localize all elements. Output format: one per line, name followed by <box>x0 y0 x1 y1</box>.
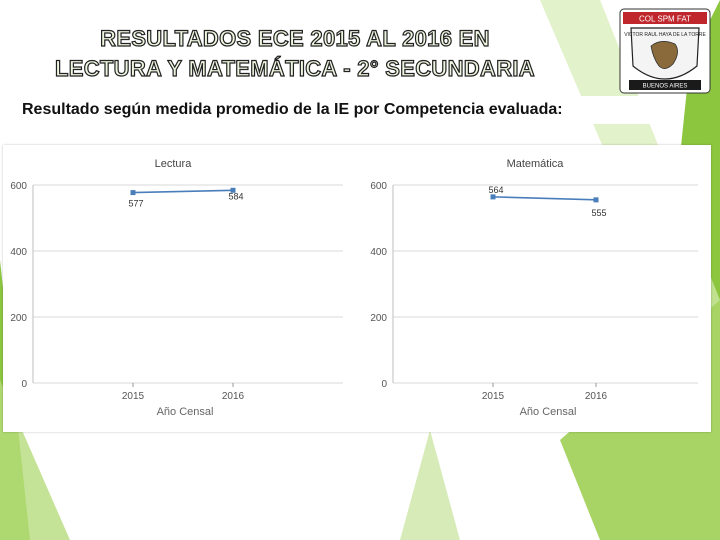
chart-0-y-tick-label: 400 <box>10 247 27 258</box>
chart-0-x-tick-label: 2015 <box>122 391 145 402</box>
logo-top-text: COL SPM FAT <box>639 15 691 24</box>
chart-0-series-line <box>132 189 234 194</box>
chart-1-data-point[interactable] <box>490 194 496 200</box>
chart-1-x-axis-label: Año Censal <box>520 406 577 418</box>
school-logo: COL SPM FAT VICTOR RAUL HAYA DE LA TORRE… <box>619 8 711 94</box>
chart-1-data-label: 564 <box>488 185 503 195</box>
chart-0-x-tick-label: 2016 <box>222 391 245 402</box>
chart-1-y-tick-label: 200 <box>370 313 387 324</box>
chart-0-data-label: 584 <box>228 191 243 201</box>
slide-title-line1: RESULTADOS ECE 2015 AL 2016 EN <box>100 25 491 51</box>
charts-panel: Lectura 0 200 400 600 2015 2016 Año Censal 577 58… <box>3 145 711 432</box>
slide-title-line2: LECTURA Y MATEMÁTICA - 2° SECUNDARIA <box>54 55 535 81</box>
chart-0-data-point[interactable] <box>230 187 236 193</box>
chart-1-y-tick-label: 0 <box>381 379 387 390</box>
chart-1-series-line <box>492 196 597 201</box>
chart-1-y-tick-label: 400 <box>370 247 387 258</box>
chart-1-data-point[interactable] <box>593 197 599 203</box>
chart-0-data-point[interactable] <box>130 190 136 196</box>
chart-0-y-tick-label: 200 <box>10 313 27 324</box>
charts-svg: Lectura 0 200 400 600 2015 2016 Año Censal 577 58… <box>10 158 698 418</box>
chart-1-x-tick-label: 2016 <box>585 391 608 402</box>
logo-arc-text: VICTOR RAUL HAYA DE LA TORRE <box>624 32 706 38</box>
chart-1-title: Matemática <box>507 158 565 170</box>
chart-1-data-label: 555 <box>591 208 606 218</box>
slide-subtitle: Resultado según medida promedio de la IE… <box>16 96 650 124</box>
chart-0-title: Lectura <box>155 158 193 170</box>
logo-bottom-text: BUENOS AIRES <box>643 84 688 90</box>
chart-0-x-axis-label: Año Censal <box>157 406 214 418</box>
chart-0-y-tick-label: 600 <box>10 181 27 192</box>
chart-1-y-tick-label: 600 <box>370 181 387 192</box>
green-sliver-bottom <box>400 430 460 540</box>
chart-1-x-tick-label: 2015 <box>482 391 505 402</box>
chart-0-y-tick-label: 0 <box>21 379 27 390</box>
chart-0-data-label: 577 <box>128 199 143 209</box>
